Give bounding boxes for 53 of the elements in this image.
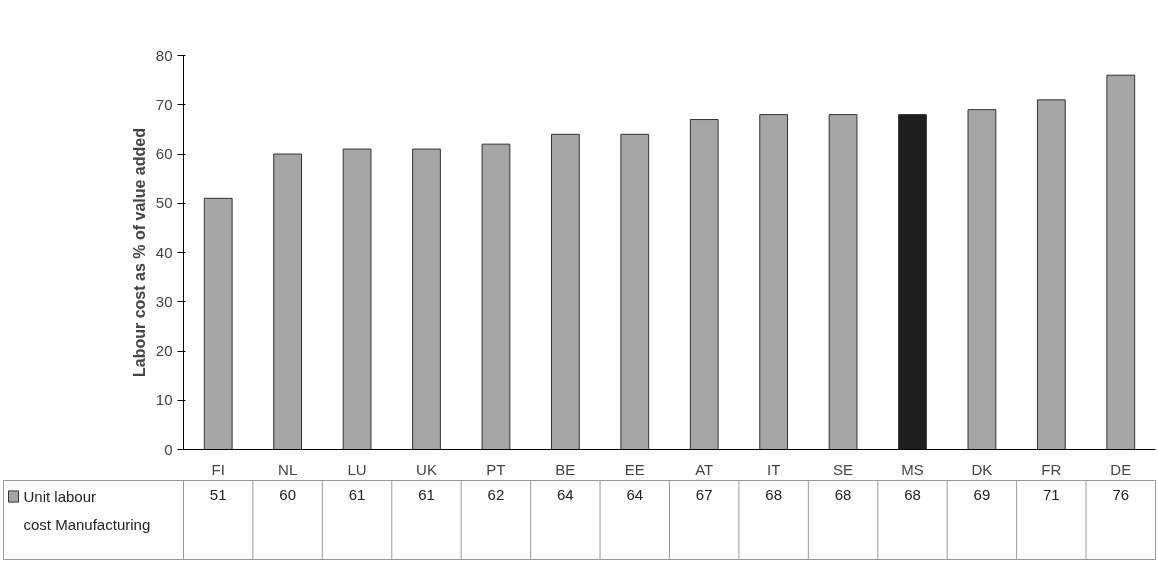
data-label: 69: [973, 485, 991, 503]
y-tick-label: 10: [155, 391, 173, 409]
x-tick-label: FR: [1041, 460, 1062, 478]
y-tick-label: 60: [155, 145, 173, 162]
data-label: 51: [209, 485, 227, 503]
bar: [342, 148, 372, 450]
data-label: 62: [487, 485, 505, 503]
data-label: 68: [904, 485, 921, 503]
bar: [828, 114, 858, 450]
legend-label: Unit labour cost Manufacturing: [23, 488, 151, 533]
bar: [412, 148, 441, 450]
bar: [967, 109, 997, 450]
y-tick-label: 40: [155, 243, 173, 261]
data-label: 64: [557, 485, 574, 503]
x-tick-label: SE: [833, 460, 854, 478]
bar: [689, 119, 719, 450]
data-label: 61: [418, 485, 435, 503]
bar: [481, 143, 511, 450]
y-tick-label: 80: [155, 46, 173, 64]
y-tick-label: 20: [155, 342, 173, 359]
data-label: 60: [279, 485, 296, 503]
y-tick-label: 70: [155, 95, 173, 113]
x-tick-label: MS: [901, 460, 924, 478]
x-tick-label: IT: [766, 460, 781, 478]
data-label: 68: [765, 485, 782, 503]
y-tick-label: 0: [164, 440, 173, 458]
bar: [203, 197, 233, 450]
data-label: 61: [348, 485, 366, 503]
bar: [898, 114, 927, 450]
bar: [620, 133, 650, 450]
y-tick-label: 50: [155, 194, 173, 212]
y-axis-title: Labour cost as % of value added: [130, 128, 148, 377]
data-label: 64: [626, 485, 644, 503]
x-tick-label: EE: [624, 460, 645, 478]
x-tick-label: UK: [416, 460, 437, 478]
data-label: 71: [1043, 485, 1060, 503]
bar: [550, 133, 580, 450]
x-tick-label: LU: [347, 460, 367, 478]
x-tick-label: AT: [695, 460, 714, 478]
x-tick-label: NL: [278, 460, 298, 478]
x-tick-label: BE: [555, 460, 576, 478]
data-label: 76: [1112, 485, 1130, 503]
bar: [1106, 74, 1136, 450]
x-tick-label: DE: [1110, 460, 1132, 478]
y-tick-label: 30: [155, 292, 173, 310]
bar: [273, 153, 303, 450]
data-label: 67: [695, 485, 713, 503]
x-tick-label: FI: [211, 460, 225, 478]
x-tick-label: PT: [486, 460, 506, 478]
x-tick-label: DK: [971, 460, 993, 478]
bar: [759, 114, 789, 450]
data-label: 68: [834, 485, 852, 503]
bar: [1036, 99, 1066, 450]
